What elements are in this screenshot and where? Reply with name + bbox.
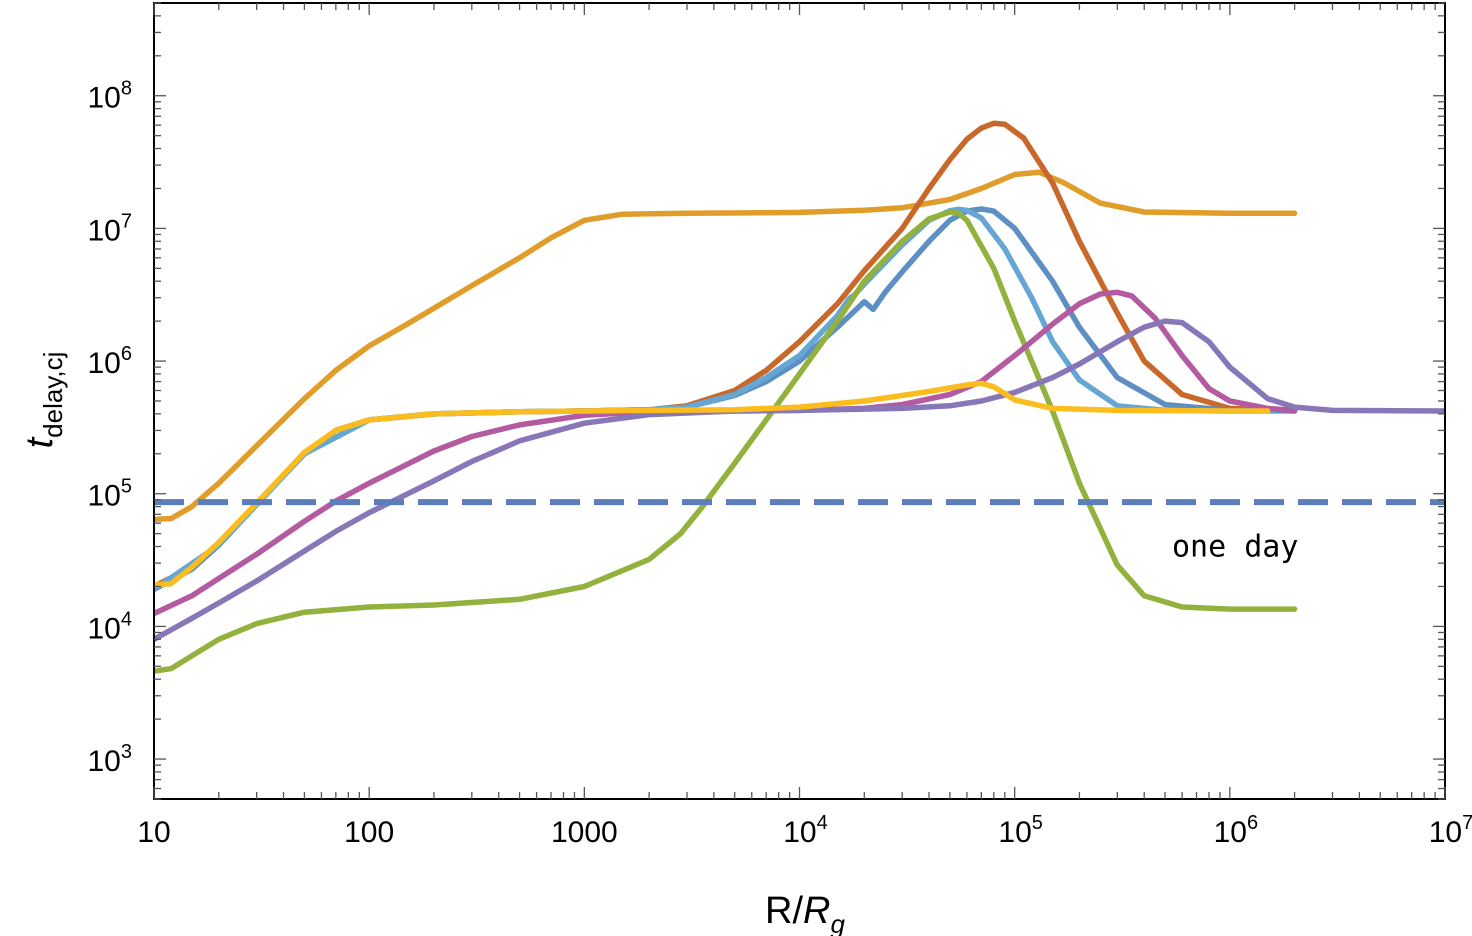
y-tick-label: 103 xyxy=(88,741,133,778)
series-line-7 xyxy=(154,318,1445,643)
y-tick-label: 106 xyxy=(88,343,133,380)
x-tick-label: 107 xyxy=(1429,812,1472,849)
series-line-1 xyxy=(154,169,1298,523)
series-line-8 xyxy=(154,380,1271,588)
y-axis-label: tdelay,cj xyxy=(19,352,68,449)
y-tick-label: 107 xyxy=(88,210,133,247)
tick-labels-layer: 10 100 1000 104 105 106 107 103 104 105 106 107 108 xyxy=(88,78,1472,849)
x-axis-label-italic: R xyxy=(803,890,830,932)
one-day-annotation: one day xyxy=(1172,530,1298,565)
series-line-5 xyxy=(154,209,1298,674)
y-tick-label: 108 xyxy=(88,78,133,115)
x-tick-label: 10 xyxy=(137,816,170,849)
x-tick-label: 106 xyxy=(1214,812,1259,849)
y-axis-label-sub: delay,cj xyxy=(38,352,68,438)
x-tick-label: 104 xyxy=(783,812,828,849)
series-layer xyxy=(154,120,1445,674)
x-tick-label: 1000 xyxy=(551,816,618,849)
y-tick-label: 105 xyxy=(88,476,133,513)
ticks-layer xyxy=(153,2,1446,800)
series-line-2 xyxy=(154,120,1298,590)
x-tick-label: 100 xyxy=(344,816,394,849)
y-tick-label: 104 xyxy=(88,608,133,645)
plot-frame xyxy=(153,2,1446,800)
x-axis-label-main: R/ xyxy=(765,890,803,932)
series-line-4 xyxy=(154,206,1277,593)
x-axis-label: R/Rg xyxy=(765,890,845,936)
x-axis-label-sub: g xyxy=(830,909,845,936)
x-tick-label: 105 xyxy=(998,812,1043,849)
y-axis-label-italic: t xyxy=(19,436,61,448)
